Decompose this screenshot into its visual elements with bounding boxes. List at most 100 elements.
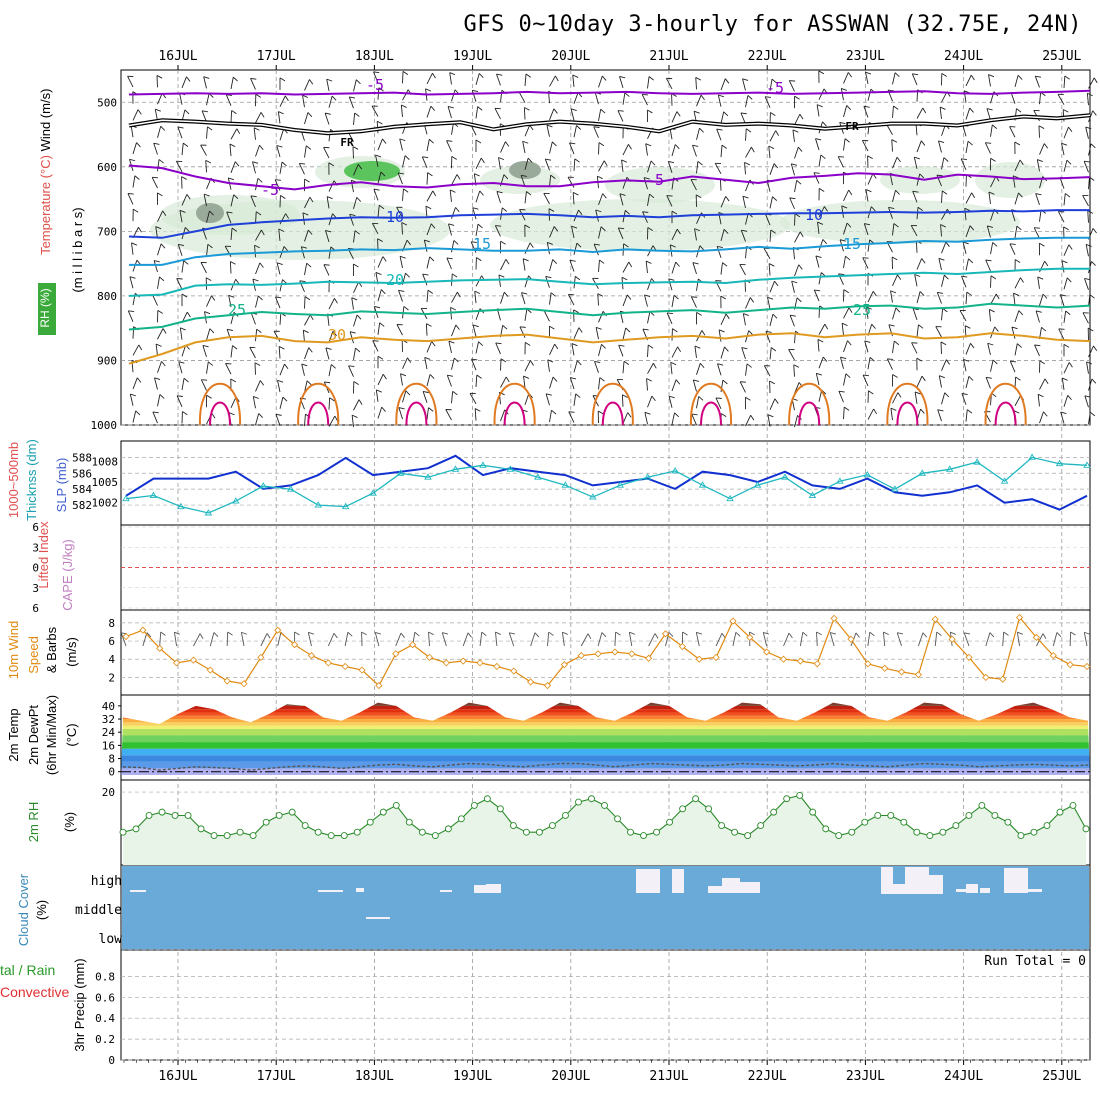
sfc-wind-barb-flag [964,632,971,635]
wind-barb-flag [840,356,847,360]
wind-barb-staff [230,77,234,89]
wind-barb-flag [203,193,210,197]
wind-barb-staff [837,156,844,168]
wind-barb [1063,310,1071,323]
wind-barb-staff [573,125,577,138]
upper-temp-label: Temperature (°C) [38,155,53,255]
wind-barb-flag [279,77,286,82]
wind-barb-staff [426,407,429,420]
rh-point [470,801,478,809]
wind-barb-staff [739,264,746,276]
wind-barb [157,159,164,172]
wind-speed-point [864,660,872,668]
wind-barb-flag [722,379,728,385]
wind-barb-staff [130,125,134,138]
wind-barb-staff [1036,159,1040,172]
wind-barb-flag [354,112,360,117]
wind-barb [1011,326,1018,339]
wind-barb-flag [178,243,185,247]
wind-barb-staff [279,363,285,376]
wind-barb-staff [278,228,281,241]
wind-barb-staff [132,344,140,356]
wind-barb [959,310,967,322]
wind-barb-staff [524,393,530,405]
wind-barb [790,163,798,176]
wind-barb-flag [1013,410,1020,414]
wind-barb [794,113,804,126]
wind-barb [500,259,510,271]
wind-barb-flag [1011,326,1018,330]
wind-barb-flag [694,345,701,349]
wind-barb [1063,344,1070,357]
wind-barb-staff [549,259,554,272]
wind-barb-staff [573,158,576,171]
wind-barb-flag [989,309,995,313]
wind-barb [1034,344,1041,357]
rh-point [601,801,608,809]
wind-barb-staff [399,138,403,151]
wind-barb-flag [690,179,697,181]
wind-barb-flag [161,361,166,367]
wind-barb-staff [1039,92,1042,105]
wind-barb [1061,142,1068,156]
wind-barb-staff [549,141,553,154]
wind-barb [597,410,604,424]
wind-barb [255,295,263,308]
wind-barb-flag [330,364,336,369]
wind-barb [475,257,482,270]
sfc-wind-barb-flag [601,632,607,638]
wind-barb-staff [965,141,969,154]
wind-barb [1086,361,1093,374]
wind-tick-label: 8 [108,617,115,630]
wind-barb [598,377,605,390]
wind-barb-flag [211,413,216,419]
wind-barb [1059,294,1067,307]
sfc-wind-barb [1083,631,1090,647]
dewpoint-line [122,762,1089,771]
wind-barb-staff [569,377,575,390]
wind-barb-staff [225,94,232,106]
wind-barb-flag [374,306,381,309]
wind-barb-flag [990,275,997,280]
wind-barb [371,222,379,235]
sfc-wind-barb-flag [375,632,382,635]
wind-barb-flag [495,342,502,345]
isotherm-30 [128,332,1091,365]
wind-barb [916,408,925,421]
wind-barb [1035,193,1042,206]
wind-barb-flag [792,129,799,133]
wind-barb-flag [228,177,234,181]
wind-barb [985,259,992,272]
rh-point [535,828,543,836]
wind-barb-staff [717,94,722,107]
wind-barb-staff [518,91,526,103]
wind-barb [304,196,314,209]
wind-barb-flag [945,359,951,365]
wind-barb [671,111,681,123]
wind-barb [843,373,851,386]
sfc-wind-barb-staff [344,632,349,647]
wind-barb [132,227,142,239]
wind-barb-flag [450,306,456,311]
wind-barb-staff [524,125,531,137]
wind-barb [549,174,556,188]
wind-barb-flag [554,343,559,350]
wind-barb-flag [403,306,409,311]
sfc-wind-barb-staff [665,632,670,647]
wind-barb-staff [769,130,777,142]
wind-barb-staff [451,324,457,337]
wind-barb-flag [1089,176,1095,181]
sfc-wind-barb [963,632,971,647]
sfc-wind-barb-staff [441,632,447,647]
wind-barb [843,105,852,118]
wind-barb [377,138,387,151]
wind-barb-flag [865,71,872,75]
isotherm-40 [700,401,722,426]
wind-barb-staff [304,263,308,276]
wind-barb-flag [914,391,921,395]
wind-barb-staff [1014,159,1021,172]
wind-barb-flag [770,347,777,352]
rh-point [184,812,192,819]
isotherm-40 [601,401,624,426]
wind-barb-flag [838,273,845,275]
